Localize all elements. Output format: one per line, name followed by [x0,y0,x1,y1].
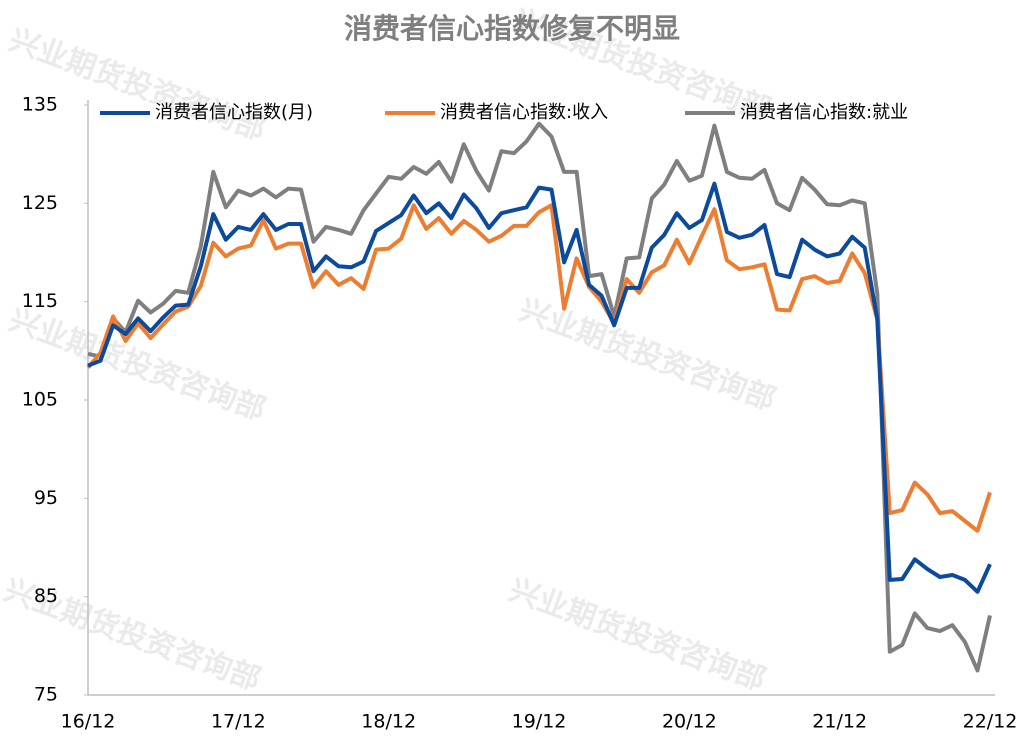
y-tick-label: 85 [34,585,58,607]
series-line [87,121,992,673]
watermark: 兴业期货投资咨询部 [4,23,270,148]
y-tick-label: 95 [34,487,58,509]
x-tick-label: 21/12 [812,711,867,733]
y-tick-label: 125 [22,192,58,214]
legend-label: 消费者信心指数:收入 [440,102,608,123]
watermark: 兴业期货投资咨询部 [514,293,780,418]
y-tick-label: 115 [22,290,58,312]
x-tick-label: 18/12 [361,711,416,733]
legend-label: 消费者信心指数:就业 [740,102,908,123]
legend-label: 消费者信心指数(月) [155,102,313,123]
x-tick-label: 22/12 [963,711,1018,733]
x-tick-label: 17/12 [211,711,266,733]
x-tick-label: 16/12 [61,711,116,733]
watermark: 兴业期货投资咨询部 [504,573,770,698]
watermarks: 兴业期货投资咨询部 兴业期货投资咨询部 兴业期货投资咨询部 兴业期货投资咨询部 … [0,3,780,698]
chart-title: 消费者信心指数修复不明显 [344,12,680,45]
x-tick-label: 19/12 [512,711,567,733]
series-line [86,203,992,533]
y-tick-label: 135 [22,94,58,116]
y-tick-label: 105 [22,389,58,411]
y-tick-label: 75 [34,684,58,706]
series-line [87,181,992,594]
x-tick-label: 20/12 [662,711,717,733]
